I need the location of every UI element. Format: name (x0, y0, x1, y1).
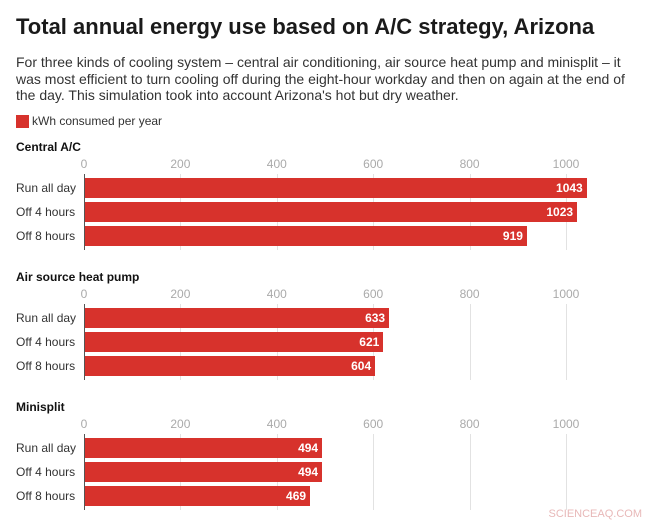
category-label: Run all day (16, 181, 77, 195)
data-label: 919 (502, 229, 523, 243)
category-label: Run all day (16, 441, 77, 455)
panel: Minisplit 0 200 400 600 800 1000 Run all day 494… (0, 400, 656, 524)
category-label: Off 8 hours (16, 359, 76, 373)
chart-title: Total annual energy use based on A/C str… (16, 14, 595, 39)
category-label: Run all day (16, 311, 77, 325)
bar: 494 (84, 438, 323, 458)
gridline (469, 304, 471, 380)
legend: kWh consumed per year (16, 114, 162, 128)
tick-label: 600 (363, 157, 384, 171)
tick-label: 1000 (552, 287, 580, 301)
tick-label: 400 (266, 287, 287, 301)
category-label: Off 4 hours (16, 205, 76, 219)
tick-label: 0 (80, 287, 88, 301)
watermark: SCIENCEAQ.COM (548, 508, 642, 520)
data-label: 1023 (546, 205, 574, 219)
bar: 621 (84, 332, 384, 352)
data-label: 469 (286, 489, 307, 503)
tick-label: 600 (363, 417, 384, 431)
tick-label: 0 (80, 157, 88, 171)
tick-label: 800 (459, 287, 480, 301)
data-label: 604 (351, 359, 372, 373)
tick-label: 200 (170, 287, 191, 301)
tick-label: 800 (459, 417, 480, 431)
data-label: 621 (359, 335, 380, 349)
chart-subtitle: For three kinds of cooling system – cent… (16, 54, 625, 103)
tick-label: 800 (459, 157, 480, 171)
legend-label: kWh consumed per year (32, 114, 163, 128)
bar: 1043 (84, 178, 587, 198)
bar: 604 (84, 356, 376, 376)
panel: Central A/C 0 200 400 600 800 1000 Run all day 1… (0, 140, 656, 270)
panel: Air source heat pump 0 200 400 600 800 1000 Run… (0, 270, 656, 400)
gridline (373, 434, 375, 510)
data-label: 1043 (556, 181, 583, 195)
panel-title: Central A/C (16, 140, 81, 154)
data-label: 633 (365, 311, 386, 325)
panel-title: Air source heat pump (16, 270, 140, 284)
category-label: Off 8 hours (16, 489, 76, 503)
bar: 494 (84, 462, 323, 482)
tick-label: 600 (363, 287, 384, 301)
axis-line (84, 434, 85, 510)
bar: 633 (84, 308, 390, 328)
tick-label: 1000 (552, 157, 580, 171)
axis-line (84, 304, 85, 380)
bar: 469 (84, 486, 311, 506)
bar: 919 (84, 226, 527, 246)
panel-title: Minisplit (16, 400, 65, 414)
tick-label: 200 (170, 417, 191, 431)
tick-label: 1000 (552, 417, 580, 431)
gridline (469, 434, 471, 510)
axis-line (84, 174, 85, 250)
data-label: 494 (298, 465, 319, 479)
tick-label: 0 (80, 417, 88, 431)
category-label: Off 4 hours (16, 465, 76, 479)
data-label: 494 (298, 441, 319, 455)
gridline (566, 434, 567, 510)
category-label: Off 4 hours (16, 335, 76, 349)
category-label: Off 8 hours (16, 229, 76, 243)
tick-label: 400 (266, 157, 287, 171)
tick-label: 200 (170, 157, 191, 171)
tick-label: 400 (266, 417, 287, 431)
gridline (566, 304, 567, 380)
legend-swatch (16, 114, 29, 128)
bar: 1023 (84, 202, 578, 222)
